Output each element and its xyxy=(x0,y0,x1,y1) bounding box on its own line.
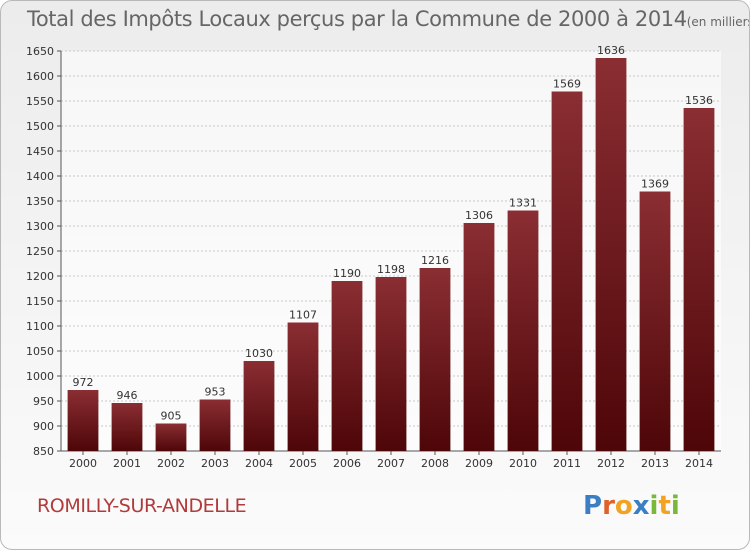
x-tick-label: 2000 xyxy=(69,457,97,470)
bar-value-label: 1216 xyxy=(421,254,449,267)
proxiti-logo: Proxiti xyxy=(583,491,680,521)
y-tick-label: 1450 xyxy=(26,145,54,158)
bar-value-label: 1636 xyxy=(597,44,625,57)
bar-value-label: 1369 xyxy=(641,178,669,191)
y-tick-label: 1050 xyxy=(26,345,54,358)
bar-value-label: 905 xyxy=(161,410,182,423)
bar-2002 xyxy=(155,423,187,451)
logo-letter: i xyxy=(649,491,659,521)
x-tick-label: 2012 xyxy=(597,457,625,470)
bar-value-label: 1190 xyxy=(333,267,361,280)
y-tick-label: 1600 xyxy=(26,70,54,83)
chart-title: Total des Impôts Locaux perçus par la Co… xyxy=(27,7,750,31)
x-tick-label: 2004 xyxy=(245,457,273,470)
x-tick-label: 2002 xyxy=(157,457,185,470)
bar-value-label: 972 xyxy=(73,376,94,389)
bar-value-label: 946 xyxy=(117,389,138,402)
bar-2003 xyxy=(199,399,231,451)
logo-letter: r xyxy=(602,491,615,521)
x-tick-label: 2014 xyxy=(685,457,713,470)
bar-2011 xyxy=(551,91,583,451)
logo-letter: P xyxy=(583,491,603,521)
x-tick-label: 2007 xyxy=(377,457,405,470)
bar-2008 xyxy=(419,268,451,451)
bar-value-label: 1536 xyxy=(685,94,713,107)
bar-2001 xyxy=(111,403,143,451)
bar-2013 xyxy=(639,191,671,451)
bar-2009 xyxy=(463,223,495,451)
y-tick-label: 1300 xyxy=(26,220,54,233)
bar-2004 xyxy=(243,361,275,451)
bar-2010 xyxy=(507,210,539,451)
x-tick-label: 2011 xyxy=(553,457,581,470)
y-tick-label: 1250 xyxy=(26,245,54,258)
y-tick-label: 1550 xyxy=(26,95,54,108)
chart-unit: (en milliers d'€) xyxy=(686,15,750,29)
y-tick-label: 1000 xyxy=(26,370,54,383)
logo-letter: o xyxy=(614,491,633,521)
y-tick-label: 1150 xyxy=(26,295,54,308)
bar-2007 xyxy=(375,277,407,451)
x-tick-label: 2008 xyxy=(421,457,449,470)
bar-value-label: 1198 xyxy=(377,263,405,276)
bar-value-label: 1107 xyxy=(289,309,317,322)
x-tick-label: 2010 xyxy=(509,457,537,470)
y-tick-label: 1200 xyxy=(26,270,54,283)
x-tick-label: 2005 xyxy=(289,457,317,470)
x-tick-label: 2003 xyxy=(201,457,229,470)
bar-value-label: 1331 xyxy=(509,197,537,210)
bar-value-label: 1306 xyxy=(465,209,493,222)
y-tick-label: 950 xyxy=(33,395,54,408)
y-tick-label: 1350 xyxy=(26,195,54,208)
logo-letter: i xyxy=(670,491,680,521)
y-tick-label: 850 xyxy=(33,445,54,458)
bar-value-label: 1569 xyxy=(553,78,581,91)
y-tick-label: 1400 xyxy=(26,170,54,183)
bar-value-label: 953 xyxy=(205,386,226,399)
y-tick-label: 1500 xyxy=(26,120,54,133)
y-tick-label: 1100 xyxy=(26,320,54,333)
logo-letter: t xyxy=(658,491,671,521)
x-tick-label: 2006 xyxy=(333,457,361,470)
bar-2014 xyxy=(683,108,715,451)
bar-2012 xyxy=(595,58,627,451)
bar-2006 xyxy=(331,281,363,451)
x-tick-label: 2009 xyxy=(465,457,493,470)
bar-2000 xyxy=(67,390,99,451)
chart-title-text: Total des Impôts Locaux perçus par la Co… xyxy=(27,7,687,31)
logo-letter: x xyxy=(632,491,650,521)
y-tick-label: 1650 xyxy=(26,45,54,58)
x-tick-label: 2001 xyxy=(113,457,141,470)
x-tick-label: 2013 xyxy=(641,457,669,470)
commune-name: ROMILLY-SUR-ANDELLE xyxy=(37,495,247,517)
bar-2005 xyxy=(287,322,319,451)
bar-value-label: 1030 xyxy=(245,347,273,360)
y-tick-label: 900 xyxy=(33,420,54,433)
